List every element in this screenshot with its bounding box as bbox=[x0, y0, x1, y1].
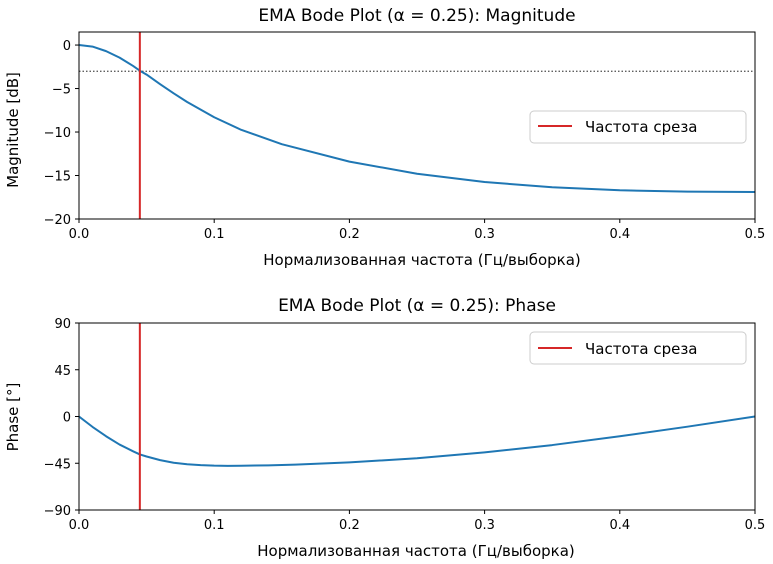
magnitude-y-axis-label: Magnitude [dB] bbox=[4, 72, 22, 188]
magnitude-y-tick-label: 0 bbox=[63, 39, 71, 54]
magnitude-response-line bbox=[79, 44, 755, 194]
phase-data-layer bbox=[79, 323, 755, 510]
phase-y-tick-label: 0 bbox=[63, 411, 71, 426]
magnitude-y-tick-label: −20 bbox=[44, 213, 71, 228]
phase-plot-title: EMA Bode Plot (α = 0.25): Phase bbox=[278, 296, 556, 316]
magnitude-subplot: EMA Bode Plot (α = 0.25): Magnitude 0.0 0… bbox=[4, 6, 765, 269]
phase-plot-area bbox=[79, 323, 755, 510]
phase-y-tick-label: 90 bbox=[54, 317, 71, 332]
phase-subplot: EMA Bode Plot (α = 0.25): Phase 0.0 0.1 0.… bbox=[4, 296, 765, 560]
magnitude-x-tick-label: 0.5 bbox=[745, 227, 766, 242]
magnitude-plot-area bbox=[79, 32, 755, 219]
phase-y-tick-label: −90 bbox=[44, 504, 71, 519]
magnitude-x-tick-label: 0.1 bbox=[204, 227, 225, 242]
phase-response-line bbox=[79, 415, 755, 467]
phase-legend: Частота среза bbox=[529, 331, 747, 365]
magnitude-x-tick-label: 0.0 bbox=[69, 227, 90, 242]
phase-x-tick-label: 0.3 bbox=[474, 518, 495, 533]
magnitude-y-tick-label: −15 bbox=[44, 170, 71, 185]
magnitude-x-tick-label: 0.3 bbox=[474, 227, 495, 242]
phase-legend-label: Частота среза bbox=[585, 340, 698, 358]
magnitude-plot-title: EMA Bode Plot (α = 0.25): Magnitude bbox=[258, 6, 575, 26]
magnitude-x-tick-label: 0.4 bbox=[609, 227, 630, 242]
phase-x-tick-label: 0.0 bbox=[69, 518, 90, 533]
phase-x-tick-label: 0.1 bbox=[204, 518, 225, 533]
magnitude-axes: 0.0 0.1 0.2 0.3 0.4 0.5 0 −5 −10 −15 −20 bbox=[44, 31, 766, 242]
phase-x-tick-label: 0.2 bbox=[339, 518, 360, 533]
phase-x-axis-label: Нормализованная частота (Гц/выборка) bbox=[257, 542, 575, 560]
phase-y-tick-label: 45 bbox=[54, 364, 71, 379]
phase-x-tick-label: 0.5 bbox=[745, 518, 766, 533]
magnitude-y-tick-label: −5 bbox=[52, 83, 71, 98]
phase-axes: 0.0 0.1 0.2 0.3 0.4 0.5 90 45 0 −45 −90 bbox=[44, 317, 766, 533]
phase-y-axis-label: Phase [°] bbox=[4, 383, 22, 452]
magnitude-axes-frame bbox=[78, 31, 756, 220]
magnitude-y-tick-label: −10 bbox=[44, 126, 71, 141]
phase-x-tick-label: 0.4 bbox=[609, 518, 630, 533]
magnitude-x-tick-label: 0.2 bbox=[339, 227, 360, 242]
magnitude-legend-label: Частота среза bbox=[585, 118, 698, 136]
magnitude-x-axis-label: Нормализованная частота (Гц/выборка) bbox=[263, 251, 581, 269]
phase-y-tick-label: −45 bbox=[44, 457, 71, 472]
magnitude-data-layer bbox=[79, 32, 755, 219]
magnitude-legend-frame bbox=[529, 110, 747, 144]
phase-legend-frame bbox=[529, 331, 747, 365]
magnitude-legend: Частота среза bbox=[529, 110, 747, 144]
